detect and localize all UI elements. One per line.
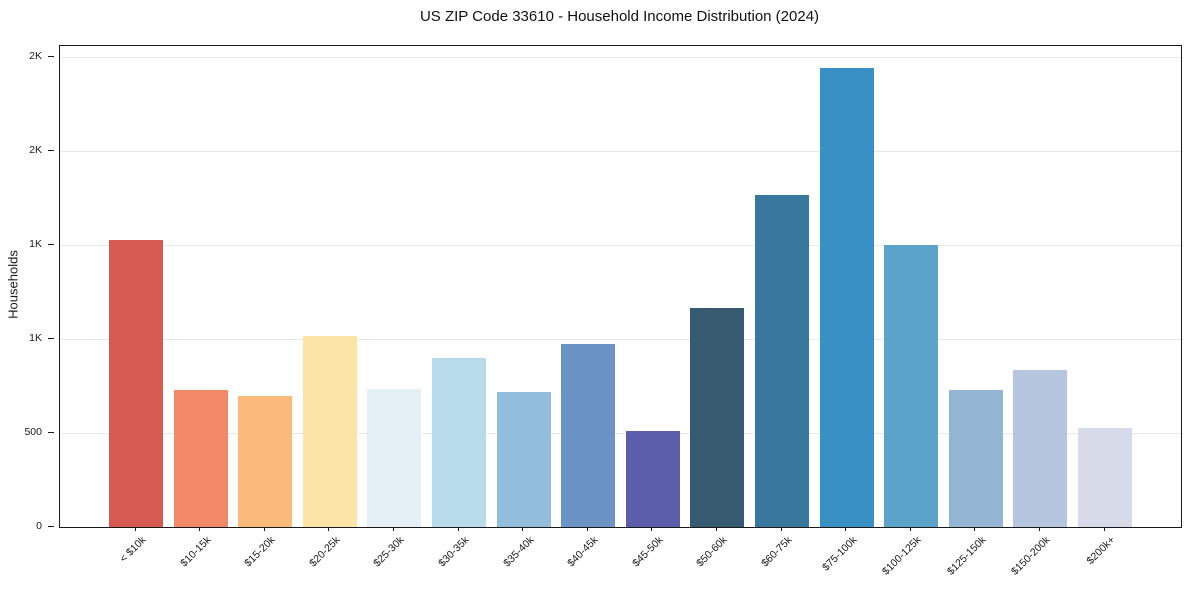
gridline xyxy=(60,150,1181,152)
bar-$200k+ xyxy=(1078,428,1132,527)
bar-$30-35k xyxy=(432,357,486,527)
x-tick-label: $45-50k xyxy=(629,534,666,570)
gridline xyxy=(60,338,1181,340)
plot-area xyxy=(59,45,1182,528)
y-axis: 0 500 1K 1K 2K 2K xyxy=(0,45,54,532)
bar-$150-200k xyxy=(1013,370,1068,527)
x-tick-label: $20-25k xyxy=(306,534,343,570)
x-tick-label: $25-30k xyxy=(371,534,407,570)
x-tick-label: $35-40k xyxy=(500,534,537,570)
bar-$20-25k xyxy=(302,336,357,527)
y-tick-mark xyxy=(48,526,54,527)
x-tick-label: $40-45k xyxy=(565,534,601,570)
x-tick-label: < $10k xyxy=(117,534,149,565)
x-tick-mark xyxy=(457,527,459,531)
x-tick-mark xyxy=(1103,527,1105,531)
y-tick-label: 2K xyxy=(29,50,42,63)
y-tick-mark xyxy=(48,338,54,340)
x-axis: < $10k $10-15k $15-20k $20-25k $25-30k $30-35… xyxy=(59,527,1180,589)
x-tick-mark xyxy=(845,527,847,531)
x-tick-label: $60-75k xyxy=(759,534,795,570)
x-tick-label: $150-200k xyxy=(1009,534,1053,578)
chart-title: US ZIP Code 33610 - Household Income Dis… xyxy=(419,8,820,25)
x-tick-mark xyxy=(199,527,201,531)
x-tick-label: $100-125k xyxy=(880,534,924,578)
x-tick-mark xyxy=(1038,527,1040,531)
x-tick-mark xyxy=(974,527,976,531)
x-tick-mark xyxy=(522,527,524,531)
x-tick-label: $50-60k xyxy=(694,534,730,570)
y-tick-label: 1K xyxy=(29,332,42,345)
x-tick-label: $75-100k xyxy=(819,534,860,574)
y-tick-label: 0 xyxy=(36,520,42,532)
bar-$50-60k xyxy=(690,308,745,527)
gridline xyxy=(60,432,1181,434)
bar-$40-45k xyxy=(561,343,616,527)
bar-$10-15k xyxy=(173,389,228,527)
bar-$125-150k xyxy=(948,389,1003,527)
x-tick-mark xyxy=(392,527,394,531)
x-tick-mark xyxy=(909,527,911,531)
y-tick-mark xyxy=(48,244,54,246)
x-tick-mark xyxy=(586,527,588,531)
bar-$100-125k xyxy=(884,245,939,527)
x-tick-mark xyxy=(328,527,330,531)
bar-$25-30k xyxy=(367,388,422,527)
y-tick-label: 500 xyxy=(24,426,42,439)
x-tick-mark xyxy=(715,527,717,531)
x-tick-label: $30-35k xyxy=(436,534,472,570)
bar-$15-20k xyxy=(238,396,293,527)
bar-$45-50k xyxy=(625,431,680,527)
y-tick-label: 2K xyxy=(29,144,42,157)
bar-$60-75k xyxy=(755,195,809,527)
x-tick-label: $15-20k xyxy=(242,534,278,570)
y-tick-label: 1K xyxy=(29,238,42,251)
y-tick-mark xyxy=(48,150,54,152)
x-tick-mark xyxy=(651,527,653,531)
x-tick-label: $125-150k xyxy=(944,534,989,578)
gridline xyxy=(60,244,1181,246)
bar-$75-100k xyxy=(819,67,874,527)
gridline xyxy=(60,56,1181,58)
x-tick-label: $200k+ xyxy=(1084,534,1118,568)
y-tick-mark xyxy=(48,56,54,58)
x-tick-mark xyxy=(263,527,265,531)
bar-< $10k xyxy=(109,239,163,527)
x-tick-mark xyxy=(780,527,782,531)
bar-$35-40k xyxy=(496,391,551,527)
y-tick-mark xyxy=(48,432,54,434)
x-tick-mark xyxy=(134,527,136,531)
x-tick-label: $10-15k xyxy=(177,534,214,570)
